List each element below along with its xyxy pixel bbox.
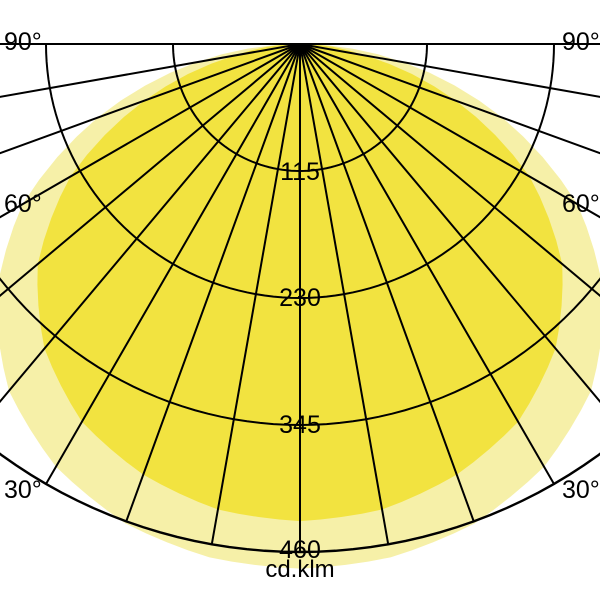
radial-tick-text-115: 115 [280, 158, 320, 186]
radial-tick-text-345: 345 [279, 411, 321, 439]
angle-label-right-30: 30° [562, 476, 600, 504]
radial-tick-label-230: 230 [277, 286, 323, 311]
chart-unit-caption: cd.klm [265, 556, 335, 583]
radial-tick-text-230: 230 [279, 284, 321, 312]
polar-grid [0, 43, 600, 554]
angle-label-right-60: 60° [562, 190, 600, 218]
radial-tick-label-460: 460 [277, 538, 323, 563]
radial-tick-text-460: 460 [279, 536, 321, 564]
angle-label-right-90: 90° [562, 28, 600, 56]
angle-label-left-30: 30° [4, 476, 42, 504]
radial-tick-label-115: 115 [278, 160, 322, 185]
angle-label-left-90: 90° [4, 28, 42, 56]
radial-tick-label-345: 345 [277, 413, 323, 438]
angle-label-left-60: 60° [4, 190, 42, 218]
